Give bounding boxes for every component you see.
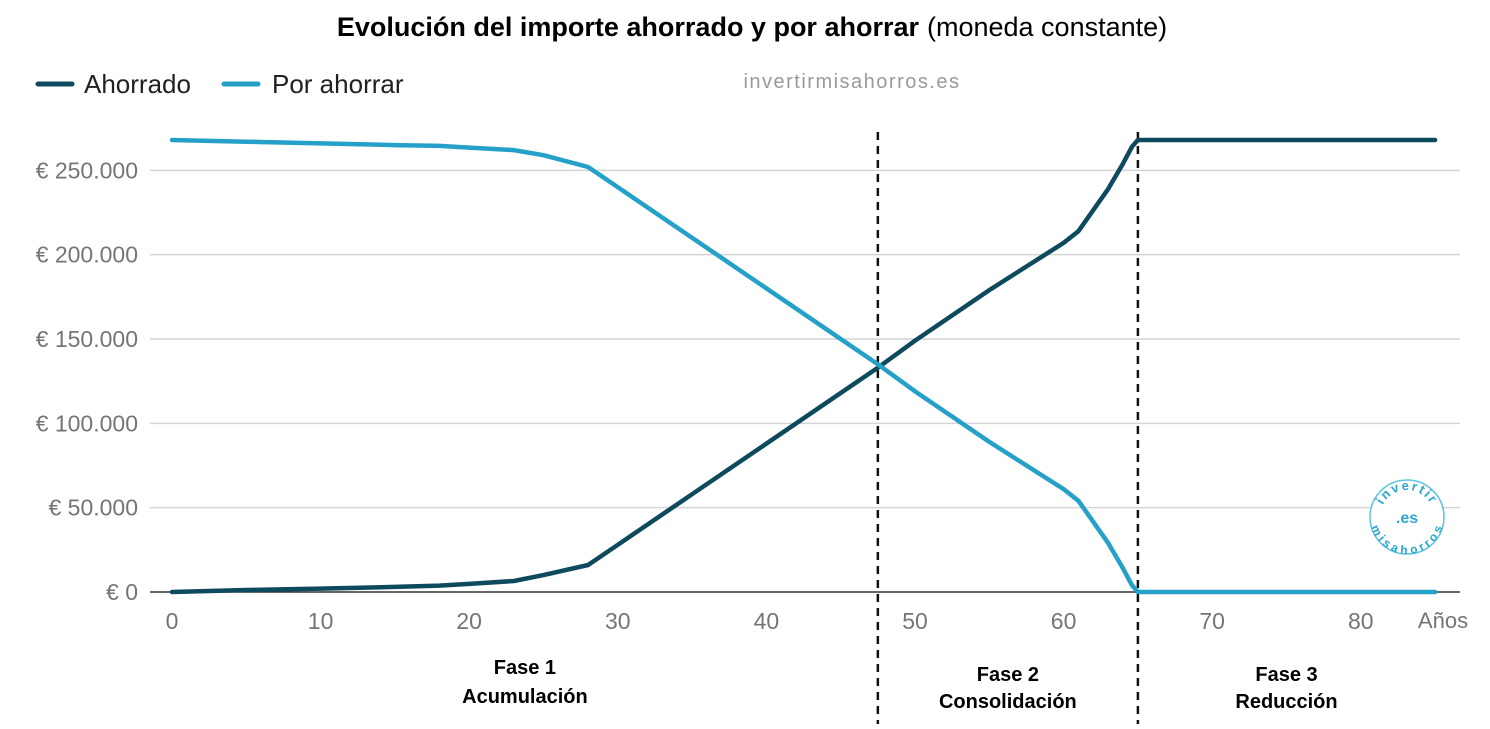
series-lines [169,137,1438,595]
legend-label-por-ahorrar: Por ahorrar [272,69,404,99]
phase-label-number: Fase 1 [494,657,556,679]
legend-label-ahorrado: Ahorrado [84,69,191,99]
chart-title-main: Evolución del importe ahorrado y por aho… [337,12,920,42]
x-tick-label: 20 [456,608,482,634]
y-tick-label: € 50.000 [48,495,138,521]
phase-labels: Fase 1 Acumulación Fase 2 Consolidación Fase… [462,657,1337,713]
brand-logo: invertir .es misahorros [1368,478,1445,557]
x-tick-label: 10 [308,608,334,634]
phase-dividers [876,132,1140,724]
logo-middle-text: .es [1396,510,1418,527]
chart-title: Evolución del importe ahorrado y por aho… [337,12,1167,42]
phase-label-name: Consolidación [939,691,1077,713]
series-line-ahorrado [169,137,1438,595]
x-tick-label: 70 [1199,608,1225,634]
y-tick-label: € 0 [106,579,138,605]
phase-label-name: Acumulación [462,686,588,708]
phase-label-number: Fase 3 [1255,664,1317,686]
phase-label-number: Fase 2 [977,664,1039,686]
x-tick-label: 60 [1051,608,1077,634]
x-axis-label: Años [1418,608,1468,633]
x-axis-ticks: 0 10 20 30 40 50 60 70 80 [166,608,1374,634]
logo-ring [1369,479,1445,555]
watermark-text: invertirmisahorros.es [743,71,960,93]
x-tick-label: 30 [605,608,631,634]
x-tick-label: 80 [1348,608,1374,634]
chart-title-note: (moneda constante) [927,12,1167,42]
series-line-por-ahorrar [169,137,1438,595]
y-tick-label: € 250.000 [36,157,138,183]
y-tick-label: € 100.000 [36,410,138,436]
phase-label-name: Reducción [1235,691,1337,713]
x-tick-label: 0 [166,608,179,634]
y-tick-label: € 200.000 [36,242,138,268]
x-tick-label: 40 [754,608,780,634]
y-axis-ticks: € 0 € 50.000 € 100.000 € 150.000 € 200.000 € … [36,157,138,605]
legend: Ahorrado Por ahorrar [35,69,404,99]
grid-lines [150,169,1460,509]
y-tick-label: € 150.000 [36,326,138,352]
x-tick-label: 50 [902,608,928,634]
